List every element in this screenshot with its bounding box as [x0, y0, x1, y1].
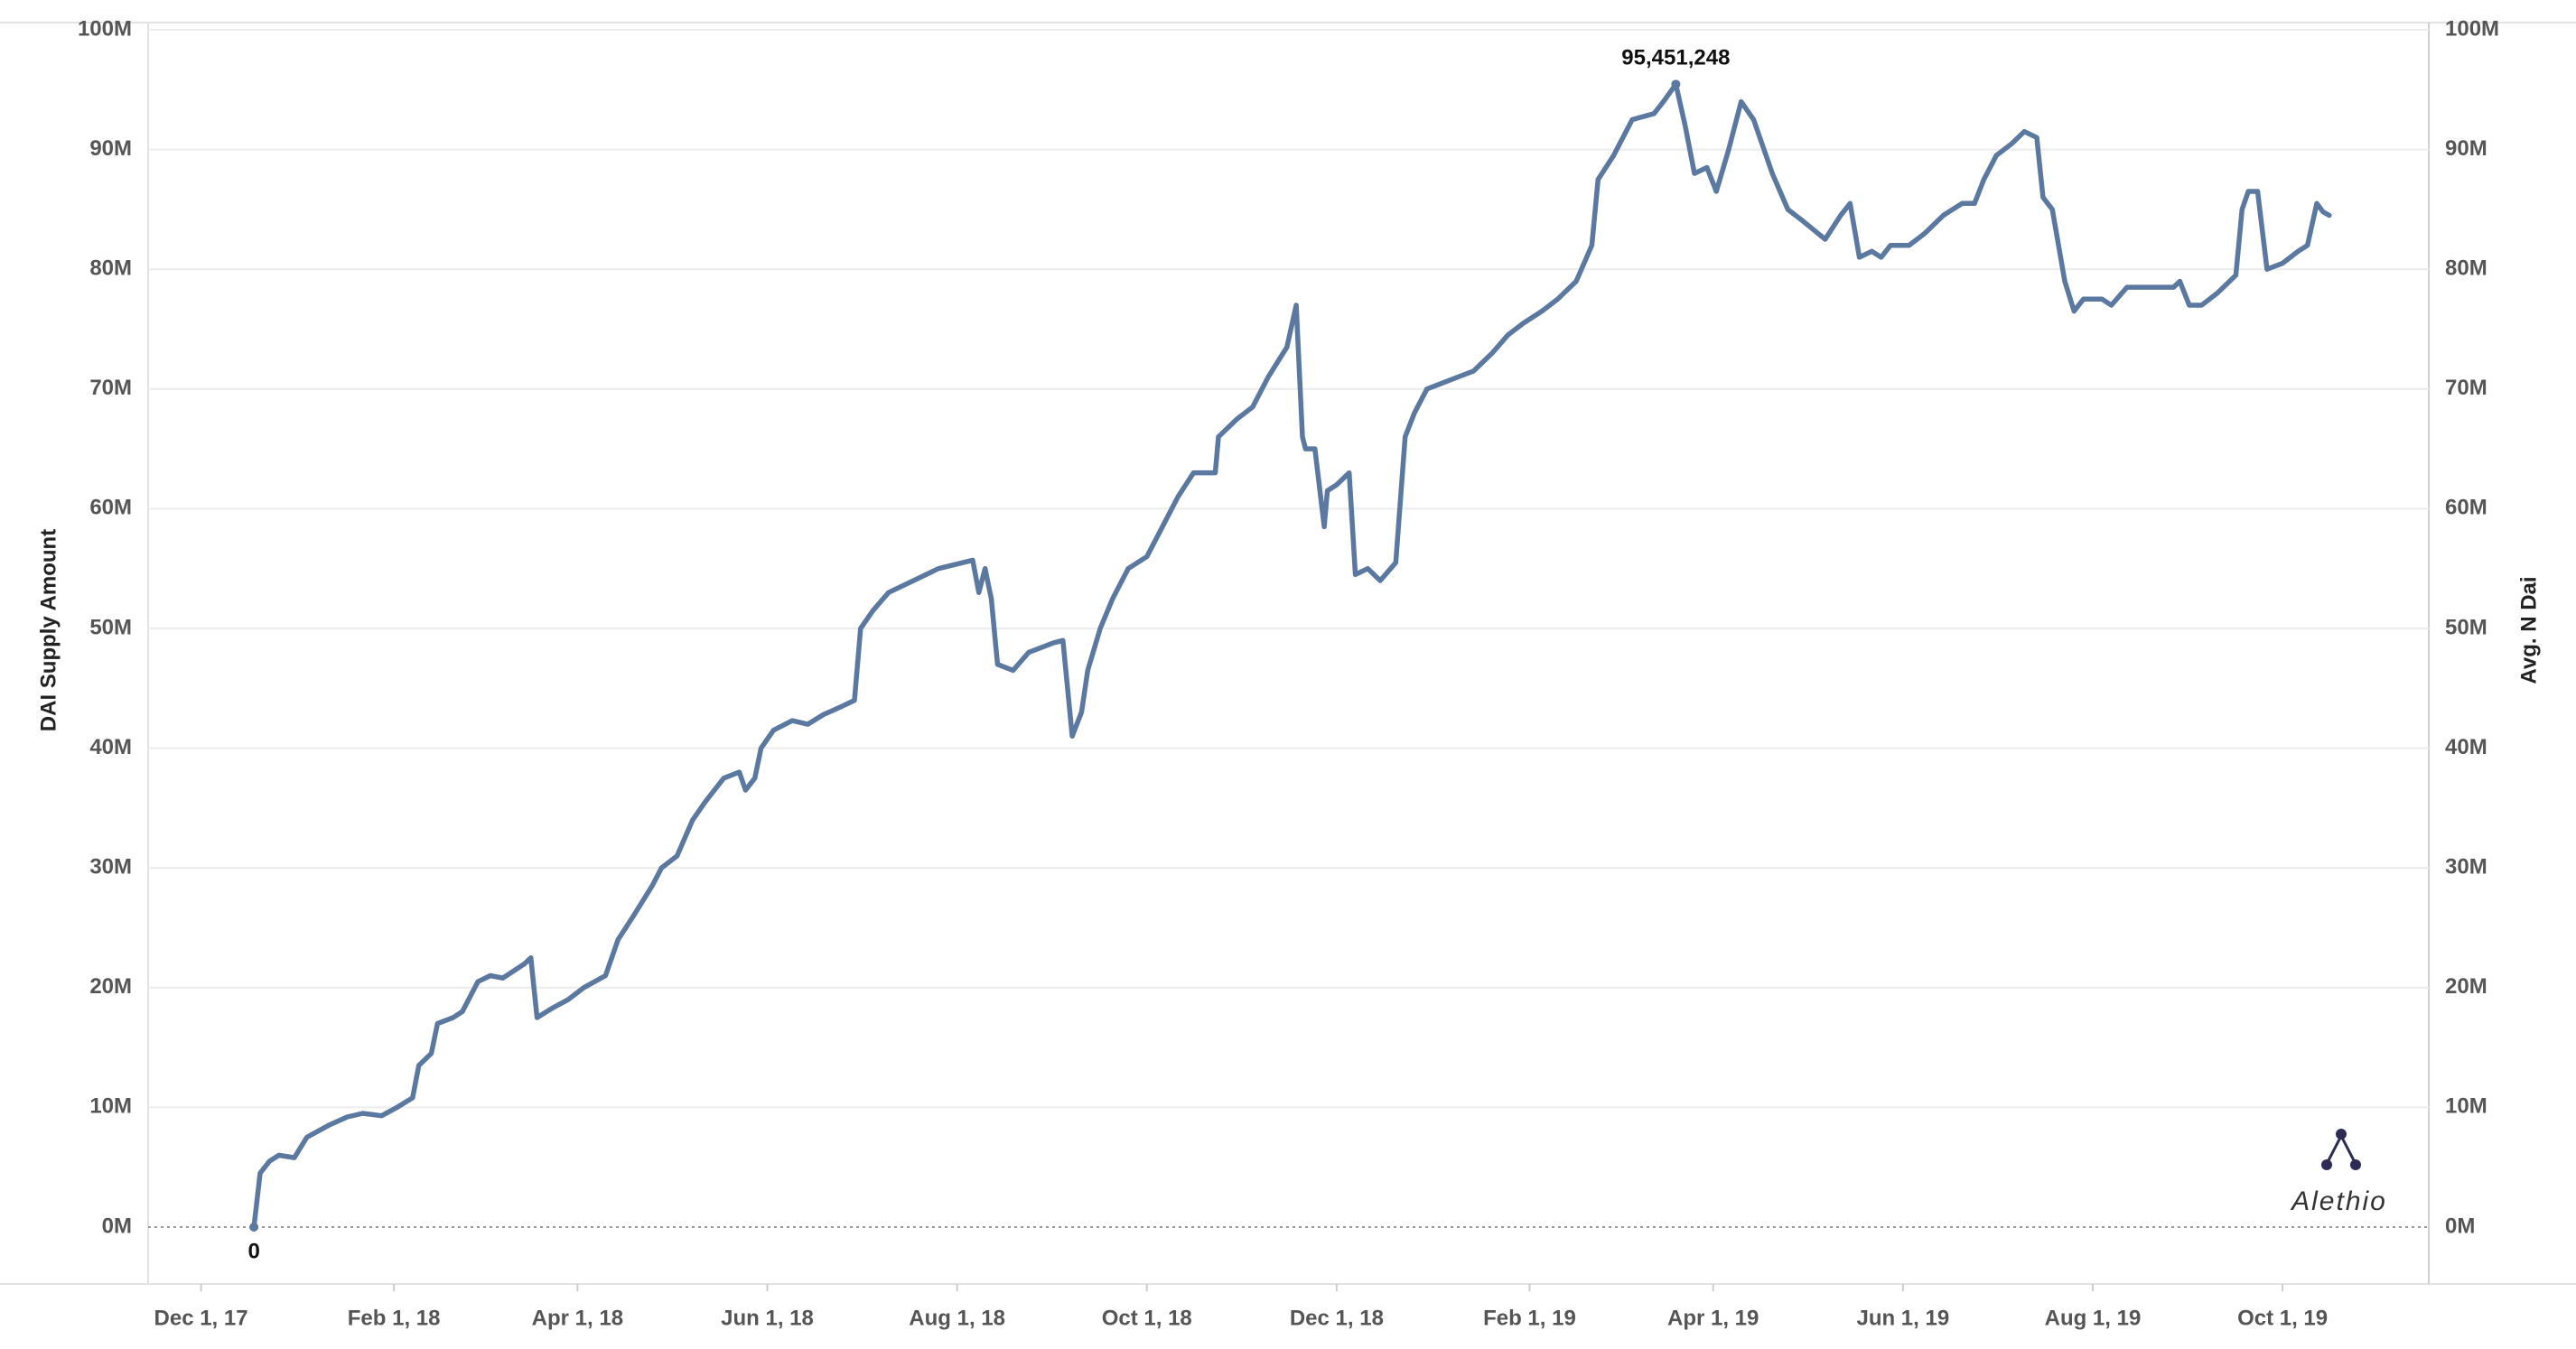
logo-icon: [2321, 1159, 2332, 1170]
y2-tick-label: 70M: [2445, 376, 2487, 400]
y-tick-label: 20M: [89, 974, 132, 999]
x-tick-label: Dec 1, 17: [154, 1306, 248, 1330]
y-tick-label: 50M: [89, 615, 132, 639]
logo: Alethio: [2290, 1129, 2387, 1216]
y-tick-label: 60M: [89, 496, 132, 520]
x-tick-label: Apr 1, 19: [1667, 1306, 1759, 1330]
logo-icon: [2336, 1129, 2347, 1140]
series-line: [251, 81, 2332, 1230]
x-tick-label: Jun 1, 19: [1856, 1306, 1949, 1330]
x-tick-label: Oct 1, 18: [1102, 1306, 1192, 1330]
y2-tick-label: 40M: [2445, 735, 2487, 759]
y2-tick-label: 90M: [2445, 136, 2487, 161]
y-tick-label: 80M: [89, 256, 132, 281]
logo-icon: [2325, 1135, 2343, 1165]
y-tick-label: 90M: [89, 136, 132, 161]
annotation: 0: [247, 1239, 259, 1263]
y-tick-label: 40M: [89, 735, 132, 759]
annotation-point: [1671, 79, 1681, 89]
y-axis-title: DAI Supply Amount: [36, 529, 61, 731]
y-tick-label: 0M: [102, 1214, 132, 1238]
annotation: 95,451,248: [1621, 46, 1730, 70]
annotation-point: [249, 1223, 259, 1232]
y-tick-label: 100M: [78, 16, 132, 41]
y2-tick-label: 80M: [2445, 256, 2487, 281]
x-tick-label: Feb 1, 18: [348, 1306, 441, 1330]
logo-icon: [2350, 1159, 2361, 1170]
y-tick-label: 70M: [89, 376, 132, 400]
y2-tick-label: 100M: [2445, 16, 2499, 41]
x-tick-label: Jun 1, 18: [721, 1306, 814, 1330]
y2-tick-label: 30M: [2445, 855, 2487, 879]
logo-icon: [2339, 1135, 2357, 1165]
y2-tick-label: 60M: [2445, 496, 2487, 520]
x-tick-label: Aug 1, 19: [2045, 1306, 2142, 1330]
x-tick-label: Aug 1, 18: [909, 1306, 1005, 1330]
x-tick-label: Oct 1, 19: [2237, 1306, 2328, 1330]
y2-tick-label: 10M: [2445, 1094, 2487, 1119]
y-tick-label: 30M: [89, 855, 132, 879]
logo-text: Alethio: [2290, 1186, 2387, 1216]
y2-tick-label: 50M: [2445, 615, 2487, 639]
y-tick-label: 10M: [89, 1094, 132, 1119]
x-tick-label: Dec 1, 18: [1290, 1306, 1384, 1330]
x-tick-label: Apr 1, 18: [532, 1306, 623, 1330]
y2-axis-title: Avg. N Dai: [2516, 576, 2541, 684]
x-tick-label: Feb 1, 19: [1483, 1306, 1576, 1330]
y2-tick-label: 20M: [2445, 974, 2487, 999]
y2-tick-label: 0M: [2445, 1214, 2475, 1238]
